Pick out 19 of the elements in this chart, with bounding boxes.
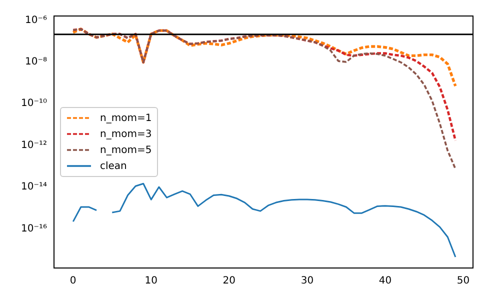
- x-tick-label: 10: [144, 276, 158, 287]
- y-tick-label: 10⁻⁶: [24, 14, 47, 26]
- legend-label: n_mom=1: [100, 112, 152, 124]
- x-tick-label: 20: [222, 276, 236, 287]
- x-tick-label: 50: [456, 276, 470, 287]
- y-tick-label: 10⁻¹²: [20, 140, 47, 151]
- x-tick-label: 0: [70, 276, 76, 287]
- x-tick-label: 30: [300, 276, 314, 287]
- line-series: [72, 28, 456, 170]
- legend-label: n_mom=5: [100, 144, 152, 156]
- x-tick-label: 40: [378, 276, 392, 287]
- legend-label: n_mom=3: [100, 128, 152, 140]
- line-series: [72, 28, 457, 142]
- y-tick-label: 10⁻¹⁴: [20, 182, 47, 193]
- y-tick-label: 10⁻⁸: [24, 56, 47, 68]
- legend-label: clean: [100, 160, 127, 172]
- line-series: [72, 28, 457, 88]
- y-tick-label: 10⁻¹⁶: [20, 223, 47, 234]
- y-tick-label: 10⁻¹⁰: [20, 98, 47, 110]
